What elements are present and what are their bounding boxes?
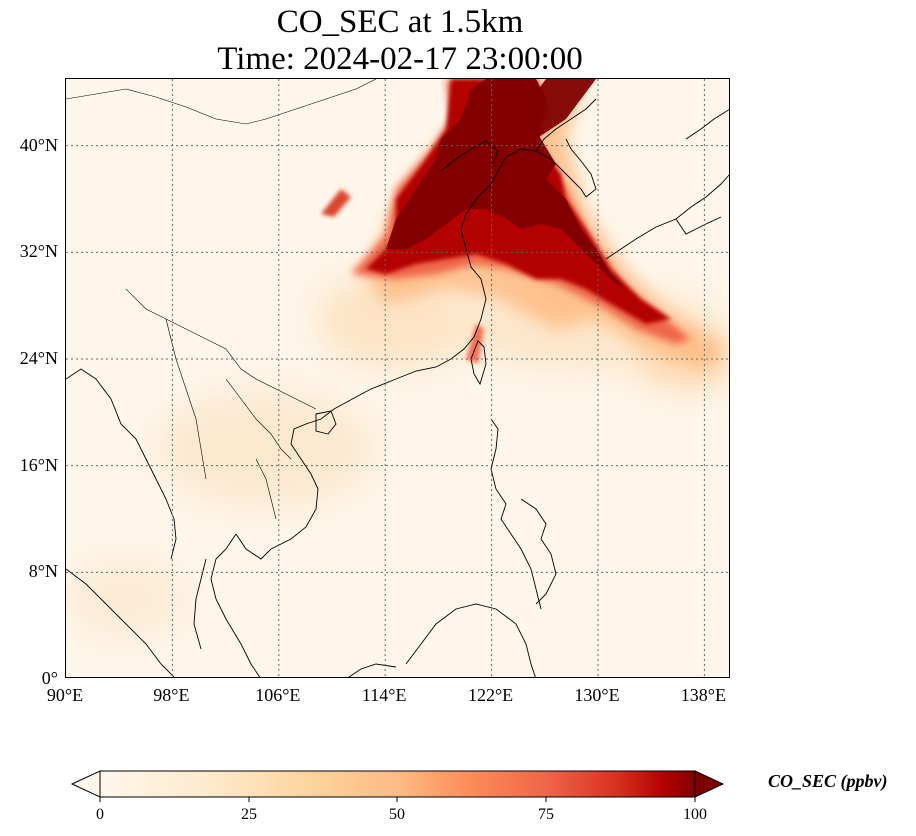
map-time-subtitle: Time: 2024-02-17 23:00:00: [217, 41, 583, 77]
colorbar-tick: 100: [683, 806, 707, 823]
colorbar-extend-high: [694, 770, 725, 798]
map-panel: [65, 78, 730, 678]
colorbar-gradient: [99, 770, 696, 798]
longitude-tick-label: 106°E: [255, 685, 301, 705]
latitude-tick-label: 0°: [41, 668, 58, 688]
latitude-tick-label: 32°N: [19, 241, 58, 262]
colorbar-tick: 50: [389, 806, 405, 823]
colorbar-extend-low: [70, 770, 101, 798]
gridlines: [66, 79, 729, 677]
longitude-tick-label: 98°E: [153, 685, 190, 705]
longitude-tick-label: 130°E: [574, 685, 620, 705]
longitude-tick-label: 90°E: [46, 685, 84, 705]
map-title: CO_SEC at 1.5km: [276, 4, 524, 40]
longitude-tick-label: 114°E: [361, 685, 407, 705]
colorbar-tick: 75: [538, 806, 554, 823]
longitude-tick-label: 122°E: [467, 685, 514, 705]
colorbar-tick: 25: [241, 806, 257, 823]
colorbar-label: CO_SEC (ppbv): [768, 771, 888, 791]
latitude-tick-label: 16°N: [19, 454, 58, 475]
map-canvas: [66, 79, 729, 677]
latitude-tick-label: 8°N: [28, 561, 58, 582]
colorbar: [70, 770, 725, 802]
colorbar-tick: 0: [96, 806, 104, 823]
longitude-tick-label: 138°E: [680, 685, 726, 705]
coastlines: [66, 79, 729, 677]
latitude-tick-label: 24°N: [19, 348, 58, 368]
latitude-tick-label: 40°N: [19, 134, 58, 155]
